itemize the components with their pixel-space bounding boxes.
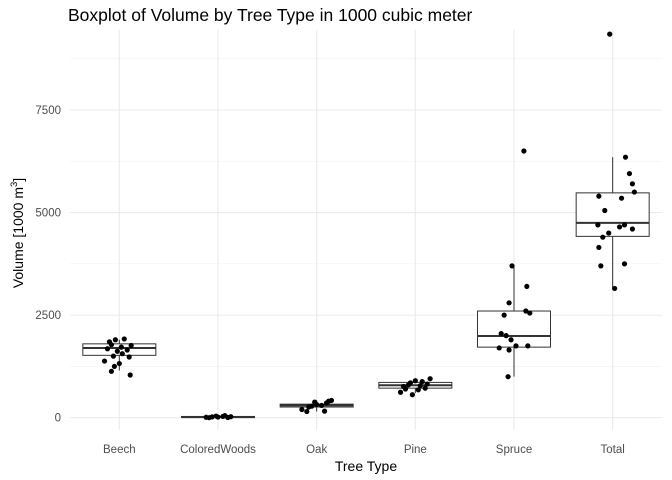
data-point	[397, 389, 404, 395]
data-point	[598, 263, 604, 269]
y-axis-title: Volume [1000 m3]	[9, 178, 26, 288]
data-point	[405, 382, 412, 388]
data-point	[629, 181, 636, 187]
boxes	[82, 157, 650, 419]
y-axis-title-superscript: 3	[9, 182, 20, 187]
data-point	[621, 222, 628, 228]
y-tick-label: 5000	[35, 208, 61, 220]
data-points	[101, 31, 637, 421]
data-point	[108, 368, 115, 374]
data-point	[525, 343, 531, 349]
chart-title: Boxplot of Volume by Tree Type in 1000 c…	[68, 5, 473, 25]
x-axis-title: Tree Type	[335, 458, 397, 474]
data-point	[126, 354, 132, 360]
data-point	[419, 378, 425, 385]
data-point	[600, 234, 606, 240]
data-point	[299, 406, 305, 413]
data-point	[400, 383, 407, 390]
data-point	[523, 308, 529, 314]
box-spruce	[476, 265, 552, 377]
data-point	[513, 343, 519, 349]
data-point	[498, 330, 504, 337]
data-point	[622, 154, 629, 160]
data-point	[127, 372, 133, 378]
y-axis-ticks: 0 2500 5000 7500	[35, 105, 61, 425]
data-point	[602, 207, 608, 214]
data-point	[596, 244, 602, 251]
x-tick-label: Total	[601, 444, 625, 456]
box-rect	[476, 310, 552, 348]
x-tick-label: Beech	[103, 444, 136, 456]
data-point	[427, 376, 433, 382]
x-tick-label: Oak	[306, 444, 327, 456]
data-point	[121, 336, 127, 342]
data-point	[304, 408, 310, 415]
x-tick-label: ColoredWoods	[180, 444, 256, 456]
data-point	[319, 402, 325, 408]
data-point	[412, 378, 418, 384]
y-axis-title-end: ]	[10, 178, 26, 182]
data-point	[110, 353, 117, 359]
data-point	[521, 148, 527, 154]
data-point	[222, 413, 228, 419]
data-point	[501, 312, 507, 318]
data-point	[422, 385, 428, 391]
data-point	[312, 399, 318, 405]
data-point	[596, 193, 602, 199]
data-point	[506, 300, 512, 306]
data-point	[503, 333, 509, 339]
data-point	[101, 358, 108, 364]
y-axis-title-main: Volume [1000 m	[10, 187, 26, 288]
y-tick-label: 0	[55, 413, 61, 425]
data-point	[524, 283, 530, 290]
data-point	[124, 347, 130, 353]
data-point	[112, 337, 118, 343]
data-point	[607, 31, 613, 37]
data-point	[626, 170, 633, 177]
data-point	[108, 342, 115, 348]
data-point	[595, 222, 601, 228]
x-axis-ticks: Beech ColoredWoods Oak Pine Spruce Total	[103, 444, 625, 456]
data-point	[116, 360, 122, 367]
data-point	[509, 263, 515, 269]
x-tick-label: Pine	[404, 444, 427, 456]
data-point	[306, 404, 312, 410]
data-point	[606, 230, 612, 236]
data-point	[228, 414, 234, 420]
data-point	[631, 189, 637, 195]
data-point	[328, 397, 335, 404]
data-point	[508, 337, 514, 343]
data-point	[506, 347, 512, 353]
y-tick-label: 2500	[35, 310, 61, 322]
data-point	[409, 392, 415, 398]
data-point	[505, 374, 511, 380]
x-tick-label: Spruce	[496, 444, 532, 456]
box-rect	[575, 192, 650, 237]
data-point	[415, 387, 421, 393]
box-total	[575, 157, 650, 289]
data-point	[118, 344, 124, 350]
data-point	[128, 342, 134, 349]
data-point	[213, 413, 219, 419]
data-point	[104, 346, 111, 352]
data-point	[111, 363, 117, 370]
data-point	[527, 310, 533, 316]
data-point	[618, 195, 625, 201]
data-point	[496, 345, 502, 351]
y-tick-label: 7500	[35, 105, 61, 117]
data-point	[114, 348, 120, 354]
data-point	[321, 408, 328, 414]
data-point	[119, 351, 125, 357]
data-point	[417, 383, 423, 389]
data-point	[616, 224, 623, 230]
data-point	[621, 261, 628, 267]
data-point	[612, 285, 618, 292]
data-point	[629, 226, 636, 232]
grid	[70, 30, 662, 430]
data-point	[206, 415, 212, 421]
data-point	[424, 381, 430, 387]
